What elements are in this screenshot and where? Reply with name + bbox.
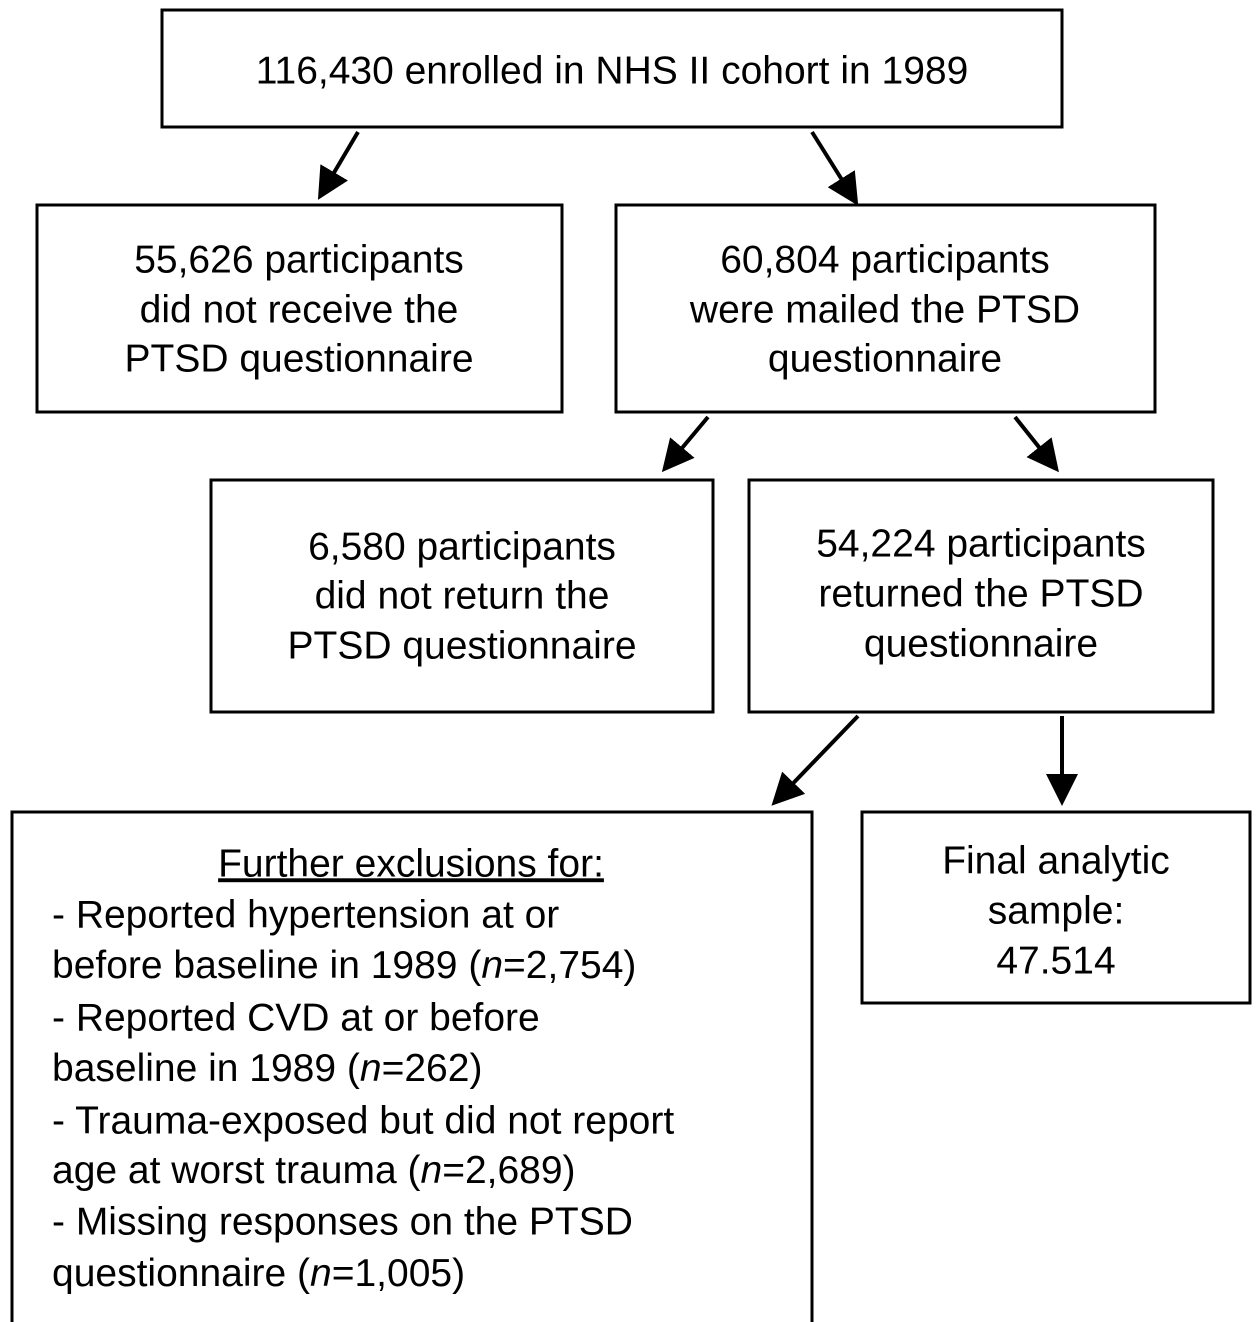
text-segment: =1,005) [332,1252,465,1295]
text-line: - Missing responses on the PTSD [52,1200,633,1243]
text-segment: baseline in 1989 ( [52,1047,360,1090]
arrow [810,130,859,206]
text-segment: questionnaire ( [52,1252,310,1295]
text-line: did not receive the [140,288,459,331]
box [614,203,1157,414]
text-line: PTSD questionnaire [287,624,636,667]
text-segment: n [310,1252,332,1295]
text-line: questionnaire [864,622,1098,665]
text-line: Final analytic [942,839,1170,882]
text-line: 54,224 participants [816,522,1146,565]
box [160,8,1064,129]
text-segment: age at worst trauma ( [52,1149,420,1192]
text-line: sample: [988,889,1125,932]
text-line: 55,626 participants [134,238,464,281]
heading: Further exclusions for: [218,842,604,885]
box [35,203,564,414]
text-line: PTSD questionnaire [124,337,473,380]
text-line: - Reported hypertension at or [52,893,559,936]
text-line: 116,430 enrolled in NHS II cohort in 198… [256,49,969,92]
arrow [317,130,360,200]
text-segment: n [481,944,503,987]
text-segment: =2,754) [503,944,636,987]
text-segment: =2,689) [442,1149,575,1192]
text-line: were mailed the PTSD [689,288,1080,331]
text-line: did not return the [315,574,610,617]
arrows [317,130,1078,806]
text-line: 60,804 participants [720,238,1050,281]
text-line: questionnaire (n=1,005) [52,1252,465,1295]
box [209,478,715,714]
text-segment: n [420,1149,442,1192]
arrow [661,415,710,473]
text-line: age at worst trauma (n=2,689) [52,1149,576,1192]
arrow [771,714,860,806]
text-line: before baseline in 1989 (n=2,754) [52,944,636,987]
text-line: baseline in 1989 (n=262) [52,1047,482,1090]
text-line: questionnaire [768,337,1002,380]
arrow [1013,415,1059,473]
box [10,810,814,1322]
text-line: 6,580 participants [308,525,616,568]
text-segment: n [360,1047,382,1090]
text-line: - Reported CVD at or before [52,996,540,1039]
text-segment: before baseline in 1989 ( [52,944,481,987]
box [747,478,1215,714]
text-line: 47.514 [996,939,1115,982]
text-line: - Trauma-exposed but did not report [52,1099,674,1142]
box [860,810,1252,1005]
text-line: returned the PTSD [818,572,1143,615]
text-segment: =262) [382,1047,483,1090]
